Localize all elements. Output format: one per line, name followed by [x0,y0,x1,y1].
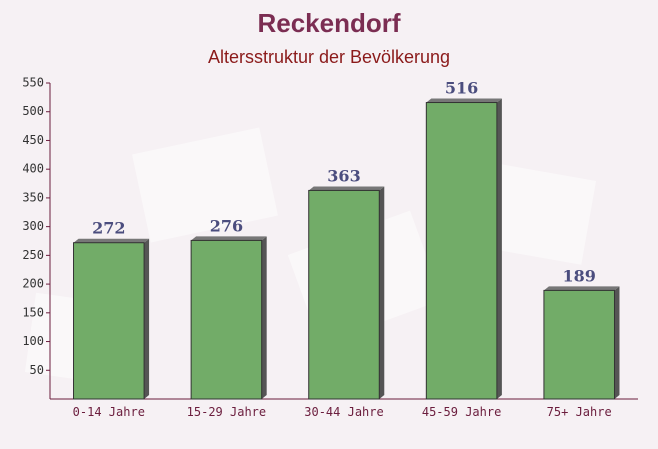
chart-subtitle: Altersstruktur der Bevölkerung [208,47,450,67]
bar-shadow [261,236,267,399]
bar-top [543,286,620,291]
x-tick-label: 75+ Jahre [547,405,612,419]
bar-shadow [379,186,385,399]
y-tick-label: 550 [22,76,44,90]
x-tick-label: 0-14 Jahre [73,405,145,419]
x-tick-label: 45-59 Jahre [422,405,501,419]
value-label: 516 [445,79,478,98]
bar-shadow [614,286,620,399]
bar-top [73,238,150,243]
bar-shadow [144,238,150,399]
bar-shadow [496,98,502,399]
bar [425,102,498,400]
bar-top [191,236,267,241]
y-tick-label: 150 [22,305,44,319]
chart-title: Reckendorf [257,8,400,38]
bar-top [426,98,502,103]
y-tick-label: 400 [22,162,44,176]
bar [308,189,380,400]
y-tick-label: 100 [22,334,44,348]
y-tick-label: 200 [22,277,44,291]
y-tick-label: 250 [22,248,44,262]
value-label: 189 [562,266,595,285]
y-tick-label: 350 [22,190,44,204]
bar [73,242,145,400]
value-label: 272 [92,219,125,238]
bar-top [308,186,385,191]
y-tick-label: 50 [30,363,44,377]
bar [543,289,615,400]
x-tick-label: 30-44 Jahre [304,405,383,419]
value-label: 276 [210,216,243,235]
y-tick-label: 500 [22,104,44,118]
bar [190,239,263,400]
y-tick-label: 450 [22,133,44,147]
value-label: 363 [327,166,360,185]
x-tick-label: 15-29 Jahre [187,405,266,419]
y-tick-label: 300 [22,219,44,233]
